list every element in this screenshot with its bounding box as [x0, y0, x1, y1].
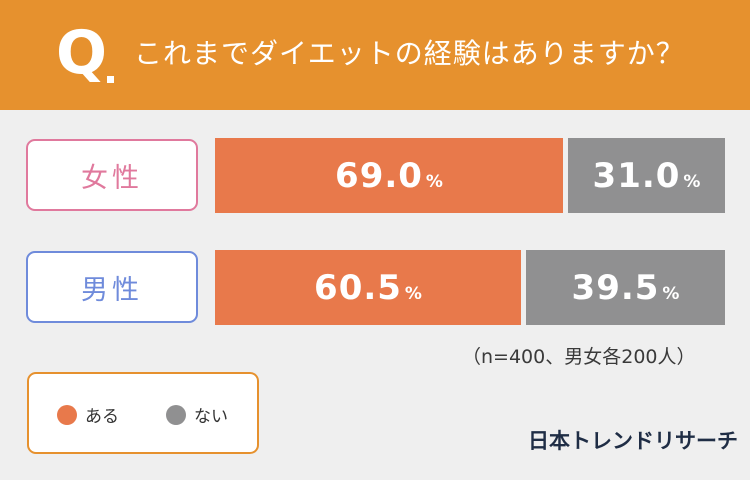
legend-label-no: ない [194, 407, 228, 427]
sample-size-note: （n=400、男女各200人） [462, 346, 696, 368]
female-yes-value: 69.0 [335, 155, 423, 196]
male-no-bar: 39.5% [526, 250, 725, 325]
male-no-value: 39.5 [571, 267, 660, 308]
legend: ある ない [27, 372, 259, 454]
female-no-value: 31.0 [592, 155, 681, 196]
male-yes-bar: 60.5% [215, 250, 521, 325]
percent-sign: % [683, 171, 701, 192]
legend-label-yes: ある [85, 407, 119, 427]
q-dot-decoration [107, 76, 114, 83]
legend-dot-yes [57, 404, 77, 425]
q-mark: Q [56, 18, 108, 88]
legend-item-yes: ある [57, 402, 119, 427]
female-yes-bar: 69.0% [215, 138, 563, 213]
female-bar-row: 69.0% 31.0% [215, 138, 725, 213]
male-yes-value: 60.5 [314, 267, 402, 308]
percent-sign: % [404, 283, 422, 304]
legend-item-no: ない [166, 402, 228, 427]
percent-sign: % [662, 283, 680, 304]
percent-sign: % [425, 171, 443, 192]
brand-logo-text: 日本トレンドリサーチ [528, 429, 738, 453]
male-bar-row: 60.5% 39.5% [215, 250, 725, 325]
question-header: Q これまでダイエットの経験はありますか？ [0, 0, 750, 110]
male-category-label: 男性 [26, 251, 198, 323]
female-no-bar: 31.0% [568, 138, 725, 213]
legend-dot-no [166, 404, 186, 425]
female-category-label: 女性 [26, 139, 198, 211]
question-text: これまでダイエットの経験はありますか？ [134, 37, 685, 70]
